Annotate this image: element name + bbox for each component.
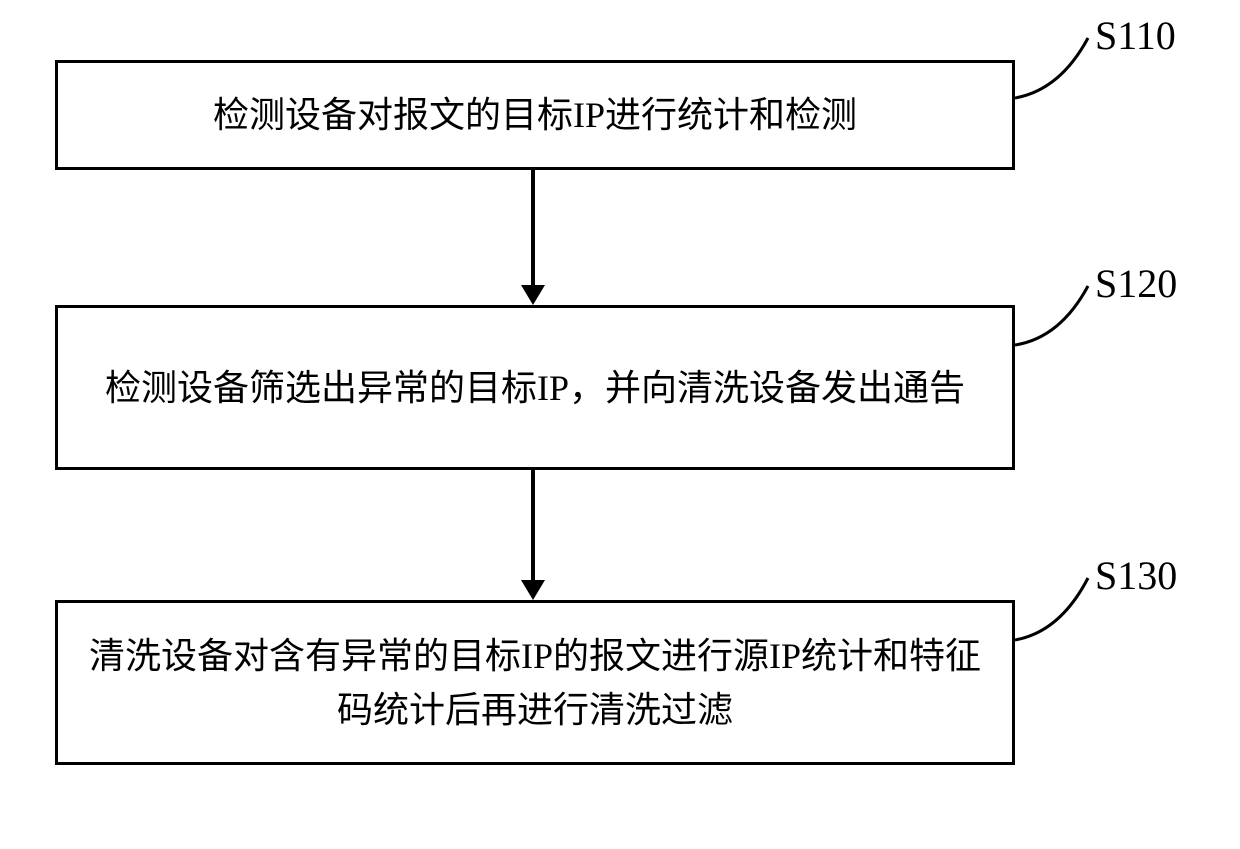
arrow-2-head [521, 580, 545, 600]
curve-connector-3 [1015, 570, 1095, 650]
arrow-1-head [521, 285, 545, 305]
curve-connector-2 [1015, 278, 1095, 358]
flowchart-box-3-text: 清洗设备对含有异常的目标IP的报文进行源IP统计和特征码统计后再进行清洗过滤 [88, 629, 982, 737]
arrow-2-line [531, 470, 535, 580]
flowchart-box-2-text: 检测设备筛选出异常的目标IP，并向清洗设备发出通告 [105, 361, 965, 415]
flowchart-box-3: 清洗设备对含有异常的目标IP的报文进行源IP统计和特征码统计后再进行清洗过滤 [55, 600, 1015, 765]
flowchart-box-2: 检测设备筛选出异常的目标IP，并向清洗设备发出通告 [55, 305, 1015, 470]
flowchart-box-1: 检测设备对报文的目标IP进行统计和检测 [55, 60, 1015, 170]
arrow-1-line [531, 170, 535, 285]
step-label-1: S110 [1095, 12, 1176, 59]
flowchart-container: 检测设备对报文的目标IP进行统计和检测 S110 检测设备筛选出异常的目标IP，… [0, 0, 1240, 849]
flowchart-box-1-text: 检测设备对报文的目标IP进行统计和检测 [213, 88, 857, 142]
step-label-2: S120 [1095, 260, 1177, 307]
curve-connector-1 [1015, 30, 1095, 110]
step-label-3: S130 [1095, 552, 1177, 599]
